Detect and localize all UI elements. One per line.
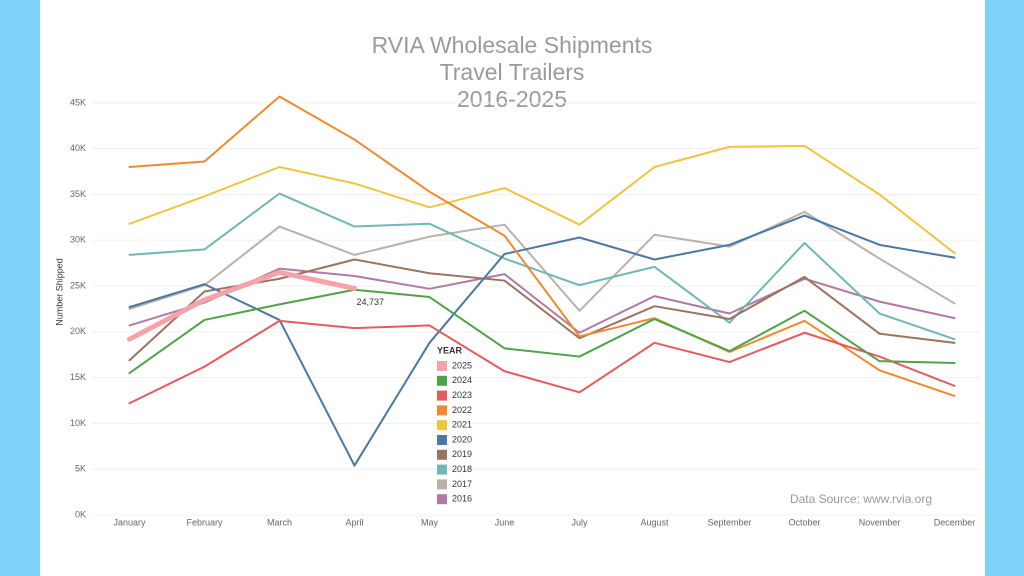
y-tick-label: 40K <box>70 143 86 153</box>
x-tick-label: April <box>345 517 363 527</box>
series-line <box>128 95 956 397</box>
x-tick-label: September <box>707 517 751 527</box>
legend-swatch <box>437 390 447 401</box>
legend-label: 2020 <box>452 434 472 444</box>
y-tick-label: 30K <box>70 235 86 245</box>
series-line <box>128 258 956 362</box>
x-tick-label: December <box>934 517 976 527</box>
legend-swatch <box>437 449 447 460</box>
x-tick-label: July <box>571 517 588 527</box>
legend-label: 2021 <box>452 420 472 430</box>
series-line <box>128 192 956 341</box>
y-tick-label: 20K <box>70 326 86 336</box>
legend-swatch <box>437 405 447 416</box>
legend-swatch <box>437 464 447 475</box>
legend-title: YEAR <box>437 345 463 355</box>
legend-label: 2016 <box>452 494 472 504</box>
chart-title: RVIA Wholesale Shipments <box>372 32 653 58</box>
y-tick-label: 15K <box>70 372 86 382</box>
y-tick-label: 35K <box>70 189 86 199</box>
x-tick-label: August <box>640 517 669 527</box>
legend-label: 2024 <box>452 375 472 385</box>
x-tick-label: October <box>788 517 820 527</box>
series-line <box>128 319 956 405</box>
series-line <box>128 288 956 375</box>
legend-label: 2017 <box>452 479 472 489</box>
chart-title: Travel Trailers <box>440 59 585 85</box>
x-tick-label: January <box>113 517 146 527</box>
y-tick-label: 10K <box>70 418 86 428</box>
legend-label: 2018 <box>452 464 472 474</box>
legend-swatch <box>437 494 447 505</box>
legend-label: 2022 <box>452 405 472 415</box>
x-tick-label: June <box>495 517 515 527</box>
annotation: Data Source: www.rvia.org <box>790 492 932 506</box>
x-tick-label: March <box>267 517 292 527</box>
x-tick-label: May <box>421 517 439 527</box>
legend-label: 2023 <box>452 390 472 400</box>
legend-swatch <box>437 361 447 371</box>
y-tick-label: 45K <box>70 97 86 107</box>
y-tick-label: 25K <box>70 280 86 290</box>
x-tick-label: February <box>186 517 223 527</box>
data-label: 24,737 <box>357 297 385 307</box>
series-line <box>128 214 956 467</box>
series-line <box>127 269 357 342</box>
legend-swatch <box>437 375 447 386</box>
legend-swatch <box>437 479 447 490</box>
series-line <box>128 144 956 255</box>
legend-label: 2025 <box>452 360 472 370</box>
y-axis-label: Number Shipped <box>54 258 64 326</box>
legend-swatch <box>437 420 447 431</box>
x-tick-label: November <box>859 517 901 527</box>
y-tick-label: 0K <box>75 509 86 519</box>
legend-label: 2019 <box>452 449 472 459</box>
legend-swatch <box>437 435 447 445</box>
chart-title: 2016-2025 <box>457 86 567 112</box>
y-tick-label: 5K <box>75 464 86 474</box>
